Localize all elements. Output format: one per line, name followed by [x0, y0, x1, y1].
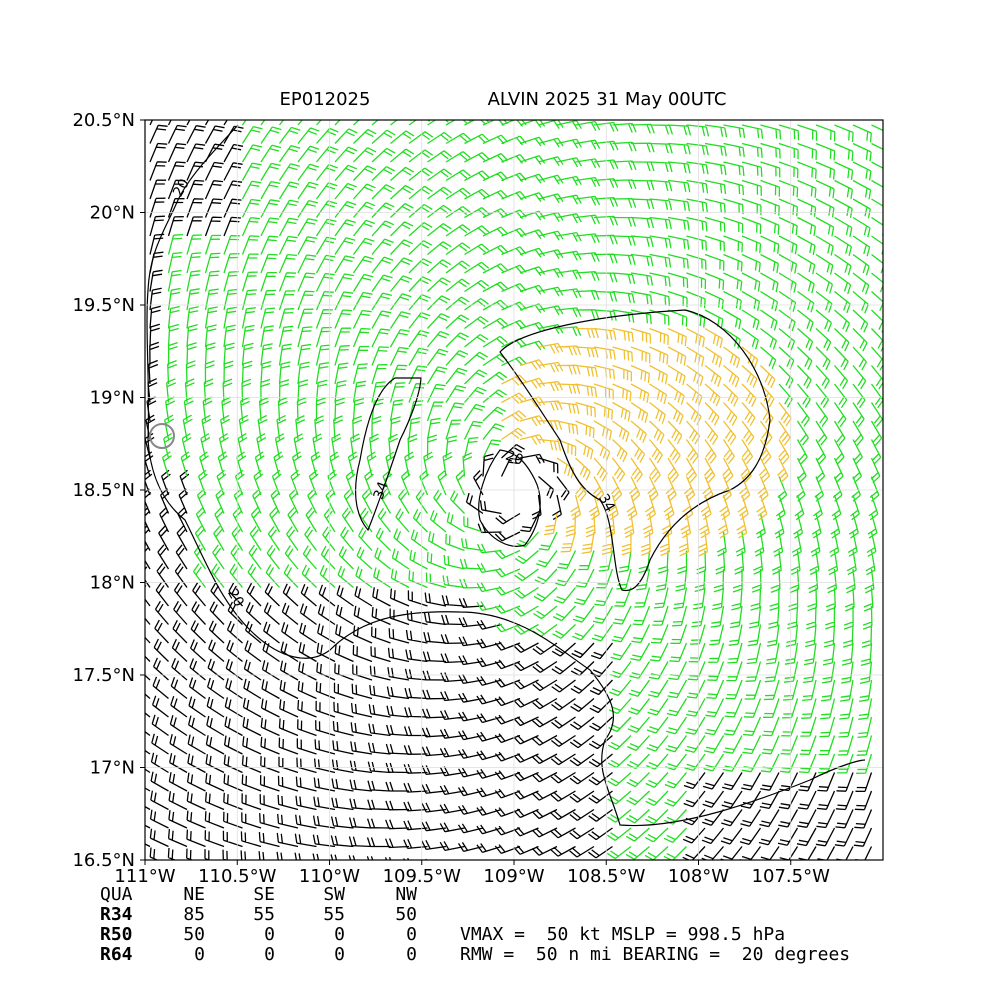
wind-barbs-green [161, 120, 883, 860]
contour-20-core [478, 449, 541, 547]
y-tick-label: 18°N [90, 573, 135, 594]
info-line: VMAX = 50 kt MSLP = 998.5 hPa [460, 924, 785, 945]
storm-title: ALVIN 2025 31 May 00UTC [488, 89, 727, 110]
x-tick-label: 110°W [299, 866, 360, 887]
y-tick-label: 20.5°N [72, 110, 135, 131]
table-header: NW [395, 884, 417, 905]
contour-label: 20 [224, 586, 247, 609]
y-tick-label: 16.5°N [72, 850, 135, 871]
contour-34-west [355, 377, 422, 532]
wind-field [145, 120, 883, 860]
coast-mark [149, 423, 175, 449]
x-tick-label: 111°W [114, 866, 175, 887]
contour-34-east [499, 309, 771, 592]
contours [146, 124, 866, 827]
info-line: RMW = 50 n mi BEARING = 20 degrees [460, 944, 850, 965]
wind-barbs-black [145, 120, 873, 860]
y-tick-label: 17.5°N [72, 665, 135, 686]
table-cell: R50 [100, 924, 133, 945]
y-tick-label: 19.5°N [72, 295, 135, 316]
table-header: QUA [100, 884, 133, 905]
contour-label: 20 [170, 176, 193, 199]
contour-20 [146, 124, 866, 827]
y-tick-label: 18.5°N [72, 480, 135, 501]
contour-label: 34 [371, 479, 392, 501]
wind-barbs-orange [501, 327, 792, 557]
x-tick-label: 108.5°W [567, 866, 646, 887]
table-cell: R64 [100, 944, 133, 965]
table-header: SE [253, 884, 275, 905]
table-cell: 50 [395, 904, 417, 925]
table-cell: 0 [194, 944, 205, 965]
y-tick-label: 17°N [90, 758, 135, 779]
table-cell: R34 [100, 904, 133, 925]
x-tick-label: 107.5°W [752, 866, 831, 887]
y-tick-label: 19°N [90, 388, 135, 409]
table-cell: 0 [264, 924, 275, 945]
storm-id: EP012025 [280, 89, 371, 110]
table-cell: 0 [406, 924, 417, 945]
table-header: NE [183, 884, 205, 905]
contour-label: 34 [595, 491, 618, 515]
table-cell: 85 [183, 904, 205, 925]
x-tick-label: 109°W [483, 866, 544, 887]
x-tick-label: 108°W [668, 866, 729, 887]
table-cell: 0 [264, 944, 275, 965]
x-tick-label: 109.5°W [383, 866, 462, 887]
table-cell: 0 [406, 944, 417, 965]
contour-label: 20 [503, 448, 525, 469]
table-cell: 50 [183, 924, 205, 945]
table-cell: 0 [334, 924, 345, 945]
x-tick-label: 110.5°W [198, 866, 277, 887]
table-cell: 55 [253, 904, 275, 925]
table-cell: 55 [323, 904, 345, 925]
table-header: SW [323, 884, 345, 905]
y-tick-label: 20°N [90, 203, 135, 224]
plot-frame [144, 119, 884, 861]
table-cell: 0 [334, 944, 345, 965]
